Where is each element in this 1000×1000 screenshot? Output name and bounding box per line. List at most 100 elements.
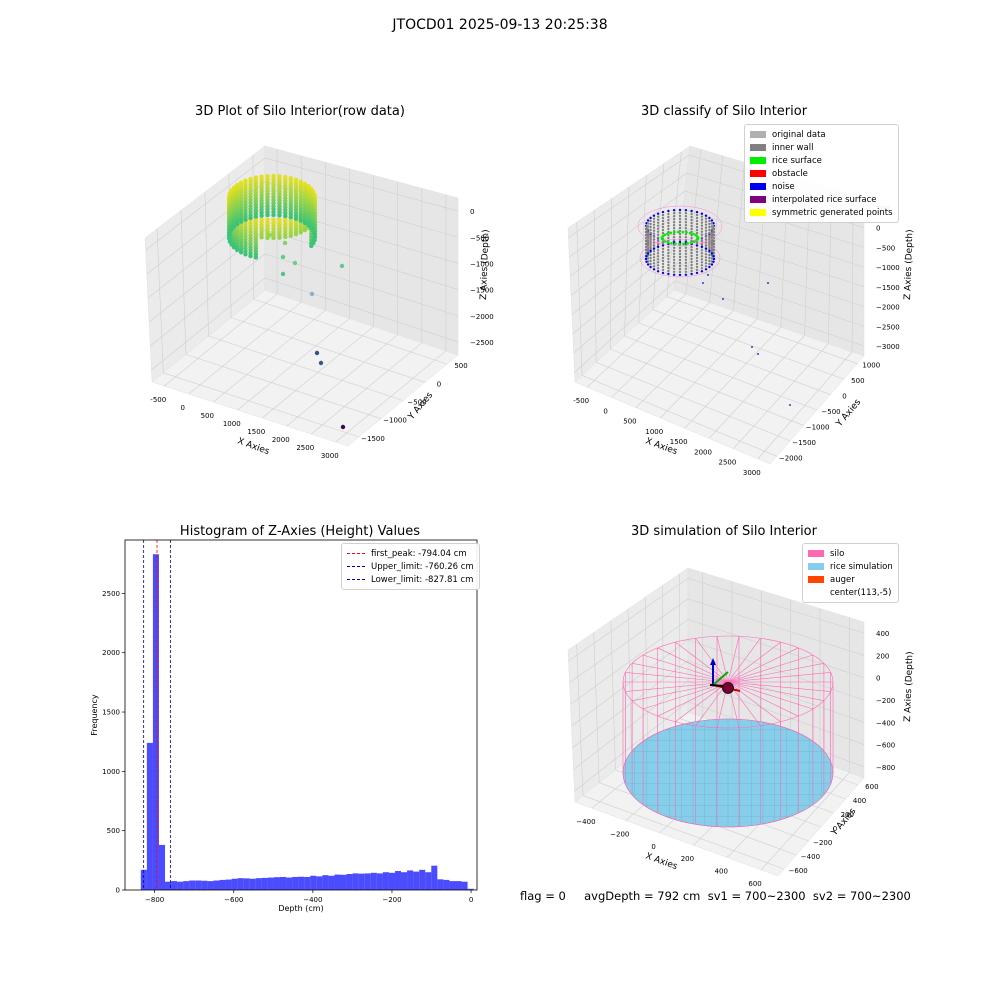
plot2-data-point: [649, 249, 652, 253]
plot2-data-point: [646, 219, 650, 222]
plot2-data-point: [678, 214, 682, 218]
histogram-ytick-label: 500: [107, 827, 120, 835]
histogram-bar: [189, 880, 196, 890]
p2-xgrid-wall-line: [685, 149, 702, 295]
plot4-zlabel: Z Axies (Depth): [903, 651, 915, 722]
plot2-data-point: [678, 249, 682, 253]
p4-ztick-label: 0: [876, 675, 880, 683]
p1-zgrid-line: [146, 181, 459, 275]
plot2-data-point: [678, 220, 682, 224]
p4-ytick-label: 0: [833, 825, 837, 833]
legend-label: original data: [772, 129, 826, 140]
p2-xtick-label: 3000: [743, 469, 761, 477]
p2-xtick-label: 500: [623, 418, 636, 426]
plot2-data-point: [704, 214, 708, 217]
p2-zgrid-line: [571, 226, 865, 315]
plot2-data-point: [686, 242, 689, 245]
plot2-data-point: [704, 220, 708, 223]
plot1-data-point: [318, 360, 324, 366]
p4-xtick-label: 600: [748, 880, 761, 888]
plot2-data-point: [695, 210, 699, 214]
plot2-data-point: [646, 228, 650, 231]
silo-roof-line: [727, 663, 824, 683]
plot1-data-point: [302, 220, 308, 226]
plot2-points: [637, 205, 791, 406]
plot2-data-point: [656, 218, 660, 221]
p1-ztick-label: −2000: [470, 313, 494, 321]
plot2-data-point: [684, 212, 688, 215]
silo-roof-line: [727, 654, 813, 683]
plot1-data-point: [271, 235, 276, 241]
plot2-data-point: [700, 227, 704, 230]
plot2-data-point: [708, 262, 711, 266]
plot2-data-point: [710, 228, 714, 231]
plot2-data-point: [661, 253, 665, 257]
p4-zgrid-line: [569, 598, 865, 683]
legend-entry: first_peak: -794.04 cm: [347, 547, 474, 560]
plot2-data-point: [661, 271, 665, 275]
plot2-data-point: [672, 227, 676, 230]
p2-zgrid-line: [573, 262, 865, 354]
plot2-data-point: [649, 234, 652, 238]
plot2-data-point: [661, 228, 665, 232]
histogram-bar: [437, 879, 444, 890]
plot2-data-point: [667, 251, 670, 255]
plot2-data-point: [695, 268, 699, 272]
plot2-data-point: [708, 259, 711, 263]
plot2-data-point: [661, 216, 665, 220]
p1-ygrid-wall-line: [252, 155, 254, 300]
plot1-data-point: [340, 424, 346, 430]
plot2-zlabel: Z Axies (Depth): [903, 229, 915, 300]
plot2-data-point: [690, 218, 693, 222]
plot2-data-point: [684, 239, 688, 242]
p2-ztick-label: −3000: [876, 343, 900, 351]
plot1-data-point: [259, 213, 264, 218]
plot2-data-point: [704, 262, 708, 265]
plot2-data-point: [646, 263, 650, 266]
plot2-data-point: [652, 250, 656, 253]
plot2-data-point: [710, 219, 714, 222]
p4-ytick-label: 400: [853, 797, 866, 805]
plot2-interpolated-ring: [639, 238, 721, 278]
plot2-data-point: [678, 235, 682, 239]
plot2-data-point: [667, 257, 670, 261]
plot2-data-point: [660, 237, 664, 241]
plot2-data-point: [667, 236, 670, 240]
plot2-data-point: [646, 240, 650, 243]
silo-roof-line: [657, 647, 729, 683]
p2-xtick-label: 1500: [670, 438, 688, 446]
legend-label: Lower_limit: -827.81 cm: [371, 574, 474, 585]
plot2-data-point: [690, 260, 693, 264]
legend-swatch: [808, 550, 824, 557]
histogram-ytick-label: 1500: [102, 709, 120, 717]
p4-ztick-label: −800: [876, 764, 895, 772]
legend-label: interpolated rice surface: [772, 194, 877, 205]
p2-xgrid-wall-line: [733, 162, 745, 311]
plot2-data-point: [695, 262, 699, 266]
plot1-data-point: [235, 221, 240, 227]
p2-xtick-label: 1000: [645, 428, 663, 436]
plot2-data-point: [670, 242, 673, 245]
plot1-data-point: [277, 213, 282, 218]
plot2-data-point: [681, 230, 685, 234]
silo-roof-line: [727, 681, 799, 717]
plot2-data-point: [704, 232, 708, 235]
plot2-data-point: [645, 260, 648, 263]
plot2-data-point: [704, 226, 708, 229]
p2-ygrid-wall-line: [638, 175, 647, 323]
histogram-bar: [413, 871, 420, 890]
plot2-data-point: [678, 252, 682, 256]
legend-label: rice simulation: [830, 561, 893, 572]
plot2-data-point: [688, 231, 692, 235]
p1-xtick-label: 2000: [272, 436, 290, 444]
plot2-data-point: [667, 248, 670, 252]
plot1-data-point: [298, 218, 303, 223]
p4-ytick-label: −600: [789, 867, 808, 875]
p2-ytick-label: 1000: [862, 362, 880, 370]
plot4-legend: silo rice simulation auger center(113,-5): [802, 543, 899, 603]
plot2-data-point: [690, 224, 693, 228]
plot2-data-point: [649, 222, 652, 226]
plot4-title: 3D simulation of Silo Interior: [631, 524, 817, 539]
plot1-data-point: [231, 224, 237, 229]
plot1-xlabel: X Axies: [236, 436, 271, 457]
